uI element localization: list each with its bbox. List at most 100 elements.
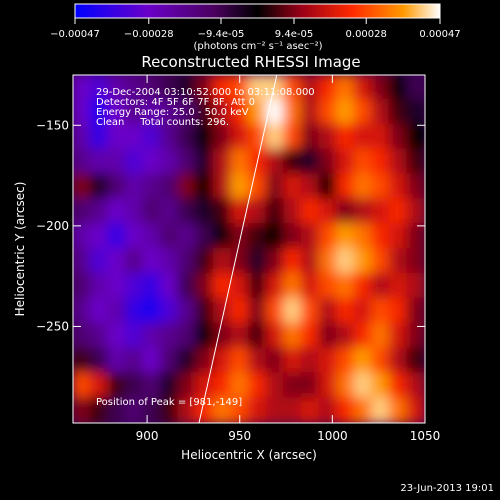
heatmap-cell (300, 98, 321, 126)
heatmap-cell (318, 173, 338, 201)
heatmap-cell (195, 98, 215, 126)
heatmap-cell (160, 148, 180, 176)
heatmap-cell (283, 148, 303, 176)
heatmap-cell (230, 272, 250, 300)
heatmap-cell (300, 272, 321, 300)
heatmap-cell (142, 347, 162, 375)
heatmap-cell (124, 372, 145, 400)
heatmap-cell (142, 173, 162, 201)
heatmap-cell (195, 173, 215, 201)
heatmap-cell (318, 223, 338, 250)
heatmap-cell (177, 148, 198, 176)
heatmap-cell (406, 372, 425, 400)
heatmap-cell (142, 297, 162, 325)
heatmap-cell (124, 173, 145, 201)
heatmap-cell (353, 223, 374, 250)
heatmap-cell (336, 272, 356, 300)
heatmap-cell (212, 75, 233, 101)
heatmap-cell (107, 297, 127, 325)
annotation-method: Clean Total counts: 296. (96, 117, 230, 128)
heatmap-cell (318, 397, 338, 423)
heatmap-cell (195, 198, 215, 226)
x-tick-label: 1050 (410, 429, 441, 443)
heatmap-cell (248, 297, 268, 325)
heatmap-cell (177, 397, 198, 423)
heatmap-cells (73, 75, 425, 423)
heatmap-cell (89, 173, 110, 201)
heatmap-cell (371, 123, 391, 151)
heatmap-cell (406, 148, 425, 176)
heatmap-cell (142, 322, 162, 350)
heatmap-cell (107, 198, 127, 226)
heatmap-cell (160, 223, 180, 250)
heatmap-cell (318, 248, 338, 275)
heatmap-cell (73, 223, 92, 250)
heatmap-cell (160, 347, 180, 375)
heatmap-cell (265, 198, 286, 226)
heatmap-cell (212, 173, 233, 201)
heatmap-cell (353, 322, 374, 350)
heatmap-cell (318, 123, 338, 151)
heatmap-cell (371, 347, 391, 375)
heatmap-cell (212, 397, 233, 423)
heatmap-cell (353, 272, 374, 300)
heatmap-cell (371, 272, 391, 300)
heatmap-cell (89, 223, 110, 250)
heatmap-cell (107, 148, 127, 176)
heatmap-cell (248, 322, 268, 350)
heatmap-cell (230, 75, 250, 101)
heatmap-cell (388, 198, 409, 226)
heatmap-cell (388, 397, 409, 423)
heatmap-cell (89, 347, 110, 375)
colorbar-ticks: −0.00047 −0.00028 −9.4e-05 9.4e-05 0.00028 0.… (50, 18, 461, 40)
heatmap-cell (73, 347, 92, 375)
heatmap-cell (73, 322, 92, 350)
heatmap-cell (371, 98, 391, 126)
heatmap-cell (89, 248, 110, 275)
y-tick-label: −150 (36, 118, 69, 132)
heatmap-cell (248, 98, 268, 126)
heatmap-cell (107, 173, 127, 201)
heatmap-cell (336, 123, 356, 151)
heatmap-cell (230, 198, 250, 226)
heatmap-cell (195, 248, 215, 275)
heatmap-cell (107, 347, 127, 375)
chart-title: Reconstructed RHESSI Image (141, 53, 360, 71)
heatmap-cell (160, 173, 180, 201)
heatmap-cell (177, 198, 198, 226)
axis-ticks: 900 950 1000 1050 −150 −200 −250 (36, 75, 440, 443)
heatmap-cell (388, 297, 409, 325)
heatmap-cell (248, 223, 268, 250)
colorbar-tick-label: 9.4e-05 (275, 29, 313, 40)
heatmap-cell (336, 173, 356, 201)
heatmap-cell (300, 397, 321, 423)
heatmap-cell (265, 173, 286, 201)
heatmap-cell (353, 173, 374, 201)
heatmap-cell (107, 75, 127, 101)
heatmap-cell (265, 347, 286, 375)
heatmap-cell (160, 123, 180, 151)
heatmap-cell (265, 372, 286, 400)
solar-limb-line (198, 75, 278, 423)
heatmap-cell (406, 173, 425, 201)
y-tick-label: −250 (36, 319, 69, 333)
heatmap-cell (89, 372, 110, 400)
heatmap-cell (177, 123, 198, 151)
heatmap-cell (177, 173, 198, 201)
heatmap-cell (212, 98, 233, 126)
heatmap-cell (142, 98, 162, 126)
heatmap-cell (160, 248, 180, 275)
heatmap-cell (283, 223, 303, 250)
x-axis-label: Heliocentric X (arcsec) (181, 448, 317, 462)
heatmap-cell (230, 148, 250, 176)
heatmap-cell (248, 173, 268, 201)
heatmap-cell (318, 148, 338, 176)
heatmap-cell (353, 248, 374, 275)
heatmap-cell (73, 148, 92, 176)
heatmap-cell (353, 372, 374, 400)
annotation-detectors: Detectors: 4F 5F 6F 7F 8F, Att 0 (96, 97, 256, 108)
heatmap-cell (406, 322, 425, 350)
heatmap-cell (371, 148, 391, 176)
heatmap-cell (248, 248, 268, 275)
plot-area (73, 75, 425, 423)
